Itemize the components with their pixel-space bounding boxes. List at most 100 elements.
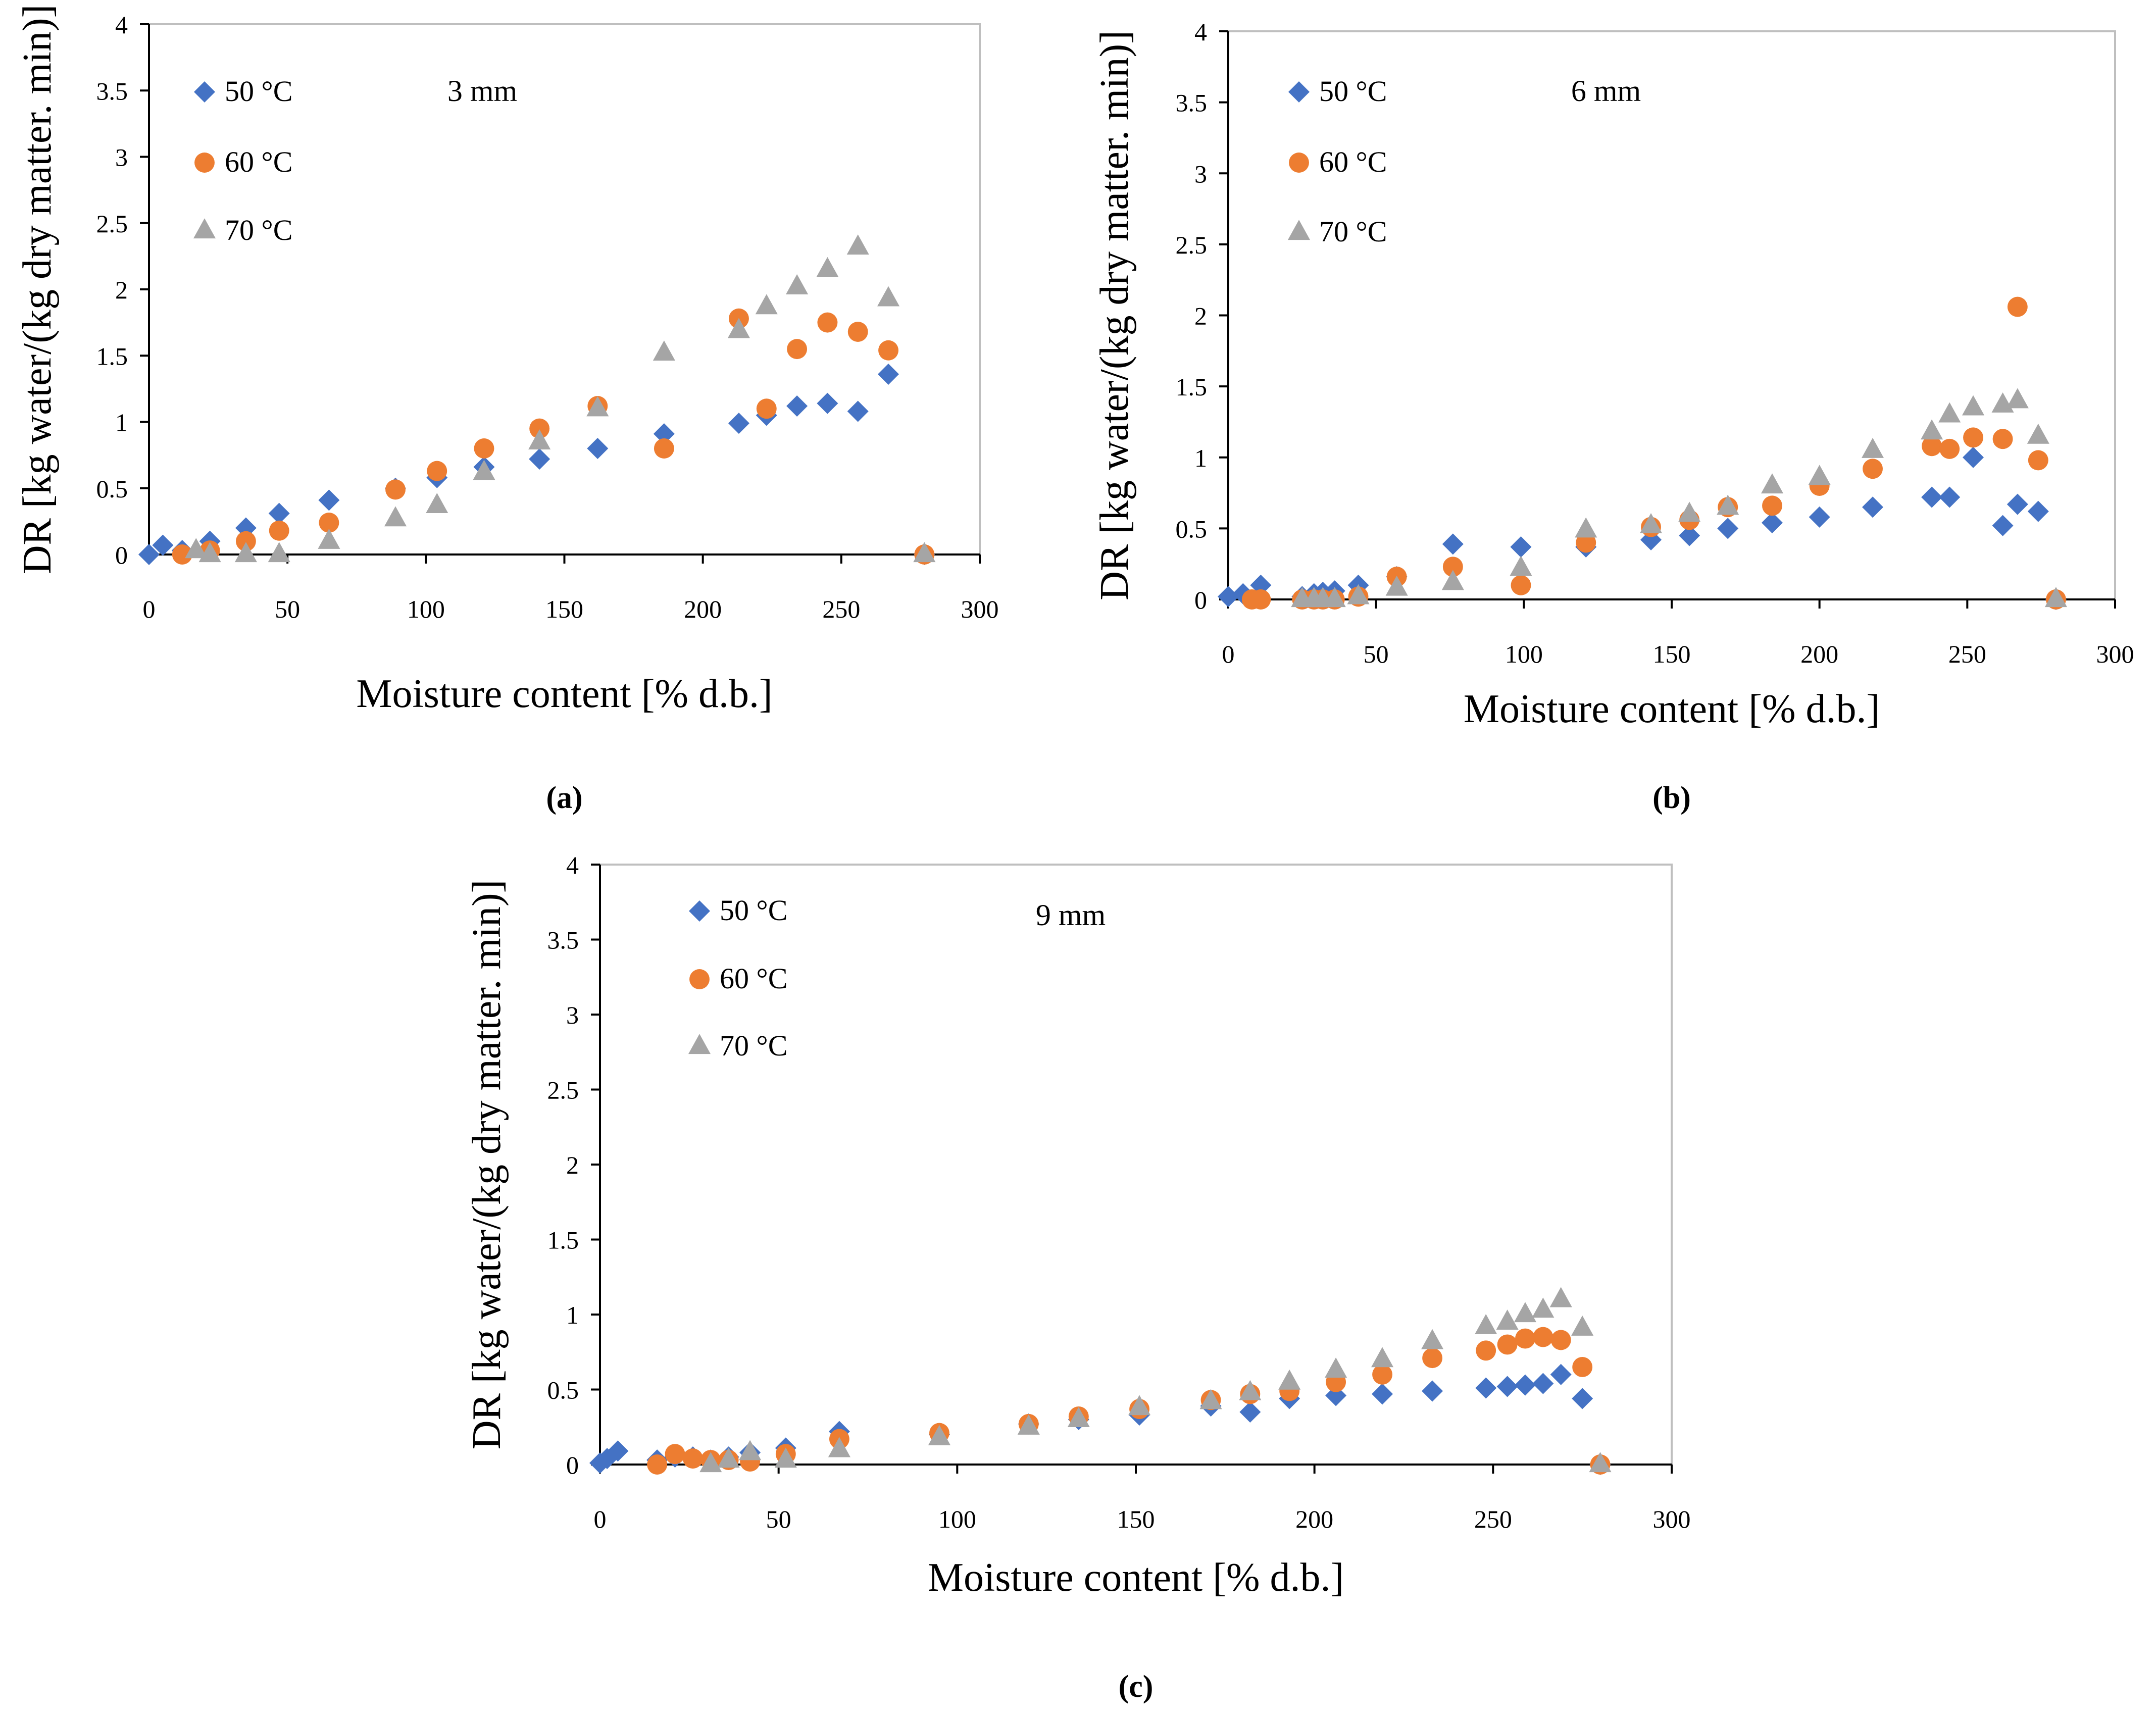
data-point <box>426 493 448 514</box>
data-point <box>1250 589 1271 610</box>
data-point <box>828 1437 850 1457</box>
data-point <box>1496 1309 1519 1330</box>
data-point <box>1497 1334 1518 1355</box>
y-axis-title: DR [kg water/(kg dry matter. min)] <box>1092 30 1137 600</box>
plot-border <box>1228 30 2116 599</box>
x-tick-label: 250 <box>822 595 860 623</box>
y-tick-label: 2 <box>566 1151 579 1179</box>
data-point <box>1510 536 1532 558</box>
legend-label: 50 °C <box>1319 75 1387 108</box>
chart-panel-2: 0 50 100 150 200 250 300 0 0.5 1 1.5 2 2.5 3 3.5 4 Moist… <box>1092 18 2134 815</box>
plot-border <box>600 864 1673 1465</box>
legend: 50 °C 60 °C 70 °C <box>193 75 292 246</box>
data-point <box>913 542 936 563</box>
y-tick-label: 1.5 <box>96 342 128 370</box>
x-tick-label: 150 <box>545 595 583 623</box>
data-point <box>727 318 750 338</box>
y-tick-label: 2.5 <box>547 1076 579 1104</box>
data-point <box>607 1440 629 1462</box>
data-point <box>1963 427 1983 448</box>
y-tick-label: 0 <box>1194 586 1207 614</box>
data-point <box>1278 1369 1301 1390</box>
x-tick-label: 0 <box>143 595 156 623</box>
y-tick-label: 1 <box>115 409 128 437</box>
x-tick-label: 200 <box>1800 640 1838 668</box>
data-point <box>1347 584 1370 604</box>
data-point <box>1067 1407 1090 1428</box>
data-point <box>1017 1415 1040 1435</box>
legend: 50 °C 60 °C 70 °C <box>1287 75 1387 248</box>
legend-marker <box>688 1034 711 1054</box>
x-axis-title: Moisture content [% d.b.] <box>1464 687 1880 731</box>
data-point <box>1325 1357 1347 1378</box>
data-point <box>1422 1348 1443 1369</box>
data-point <box>654 438 674 459</box>
data-point <box>682 1448 703 1469</box>
data-point <box>529 418 550 439</box>
data-point <box>1809 506 1830 528</box>
data-point <box>878 364 899 385</box>
data-point <box>2007 493 2028 515</box>
series-60c <box>1241 296 2066 610</box>
thickness-annotation: 3 mm <box>447 74 517 108</box>
y-tick-label: 0 <box>115 541 128 569</box>
thickness-annotation: 6 mm <box>1571 74 1641 108</box>
data-point <box>1863 459 1883 479</box>
x-tick-label: 250 <box>1948 640 1986 668</box>
legend-marker <box>194 81 215 103</box>
chart-panel-1: 0 50 100 150 200 250 300 0 0.5 1 1.5 2 2.5 3 3.5 4 Moist… <box>15 5 999 815</box>
data-point <box>1550 1330 1571 1350</box>
legend-marker <box>193 218 216 239</box>
y-tick-label: 3.5 <box>96 77 128 105</box>
x-tick-label: 50 <box>766 1505 791 1533</box>
data-point <box>847 322 868 342</box>
legend-marker <box>1287 220 1311 240</box>
data-point <box>1532 1373 1554 1394</box>
data-point <box>817 392 838 414</box>
data-point <box>2027 500 2049 522</box>
data-point <box>1421 1329 1444 1349</box>
data-point <box>2044 587 2067 608</box>
data-point <box>1921 486 1943 508</box>
x-tick-label: 300 <box>2096 640 2134 668</box>
data-point <box>1475 1314 1497 1334</box>
y-tick-label: 1 <box>1194 444 1207 472</box>
y-tick-label: 3 <box>566 1001 579 1029</box>
legend: 50 °C 60 °C 70 °C <box>688 894 787 1062</box>
data-point <box>318 489 340 511</box>
data-point <box>665 1444 685 1465</box>
data-point <box>1441 570 1464 590</box>
legend-marker <box>194 153 215 173</box>
series-50c <box>138 364 935 565</box>
data-point <box>1572 1357 1593 1377</box>
y-tick-label: 0.5 <box>96 475 128 503</box>
data-point <box>269 520 289 541</box>
legend-marker <box>1288 81 1310 103</box>
data-point <box>1239 1380 1262 1400</box>
data-point <box>1963 446 1984 468</box>
data-point <box>928 1425 951 1445</box>
data-point <box>1239 1401 1261 1423</box>
x-tick-label: 150 <box>1653 640 1691 668</box>
x-tick-label: 150 <box>1117 1505 1155 1533</box>
data-point <box>384 506 407 527</box>
data-point <box>1939 438 1960 459</box>
data-point <box>1992 515 2014 536</box>
panel-label: (b) <box>1652 781 1691 815</box>
data-point <box>1761 473 1784 494</box>
data-point <box>1385 575 1408 596</box>
data-point <box>1575 517 1597 538</box>
data-point <box>1372 1383 1393 1405</box>
x-tick-label: 50 <box>275 595 300 623</box>
data-point <box>474 438 494 459</box>
data-point <box>2007 296 2028 317</box>
data-point <box>1533 1327 1553 1347</box>
y-tick-label: 4 <box>115 11 128 39</box>
data-point <box>528 429 551 450</box>
data-point <box>1442 557 1463 577</box>
x-tick-label: 100 <box>407 595 445 623</box>
data-point <box>786 274 809 294</box>
series-70c <box>1291 388 2067 608</box>
legend-label: 50 °C <box>720 894 787 927</box>
panel-label: (a) <box>546 781 582 815</box>
